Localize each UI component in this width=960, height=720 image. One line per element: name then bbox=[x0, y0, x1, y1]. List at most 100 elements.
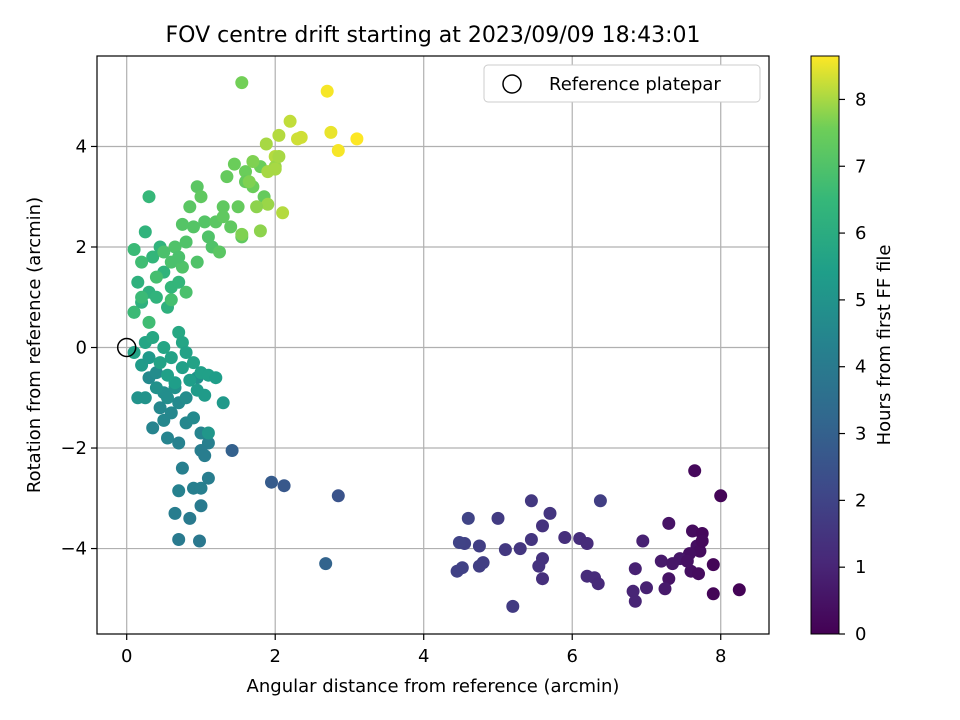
data-point bbox=[168, 506, 182, 520]
data-point bbox=[172, 325, 186, 339]
data-point bbox=[187, 220, 200, 234]
data-point bbox=[558, 531, 572, 544]
legend: Reference platepar bbox=[483, 64, 761, 103]
chart-title: FOV centre drift starting at 2023/09/09 … bbox=[166, 23, 701, 48]
y-tick-label: 4 bbox=[76, 136, 87, 157]
data-point bbox=[190, 180, 204, 194]
data-point bbox=[591, 577, 605, 591]
data-point bbox=[194, 499, 208, 513]
data-point bbox=[235, 227, 249, 241]
data-point bbox=[209, 371, 223, 385]
data-point bbox=[175, 461, 189, 475]
data-point bbox=[138, 225, 152, 239]
x-tick-label: 4 bbox=[418, 646, 429, 667]
data-point bbox=[472, 539, 486, 553]
data-point bbox=[536, 572, 549, 586]
data-point bbox=[662, 516, 676, 530]
legend-marker-icon bbox=[502, 74, 522, 94]
data-point bbox=[666, 557, 679, 571]
data-point bbox=[201, 230, 215, 244]
data-point bbox=[194, 190, 208, 204]
data-point bbox=[194, 481, 208, 495]
y-axis-ticks: −4 −2 0 2 4 bbox=[60, 136, 97, 560]
data-point bbox=[220, 170, 234, 184]
data-point bbox=[227, 157, 241, 171]
data-point bbox=[580, 537, 594, 550]
data-point bbox=[149, 381, 163, 395]
legend-entry-reference: Reference platepar bbox=[549, 74, 721, 95]
data-point bbox=[242, 175, 256, 189]
data-point bbox=[146, 421, 160, 435]
data-point bbox=[688, 464, 702, 478]
colorbar: 0 1 2 3 4 5 6 7 8 Hours from first FF file bbox=[810, 55, 895, 645]
data-point bbox=[157, 341, 171, 354]
data-point bbox=[331, 489, 345, 503]
data-point bbox=[201, 471, 215, 485]
data-point bbox=[224, 220, 238, 234]
colorbar-tick-label: 7 bbox=[855, 156, 866, 177]
data-point bbox=[168, 240, 182, 254]
data-point bbox=[524, 533, 538, 546]
y-tick-label: −2 bbox=[60, 438, 87, 459]
data-point bbox=[732, 583, 746, 597]
data-point bbox=[175, 260, 189, 274]
data-point bbox=[324, 125, 338, 139]
data-point bbox=[246, 155, 260, 168]
data-point bbox=[149, 366, 163, 380]
data-point bbox=[149, 290, 163, 304]
data-point bbox=[153, 401, 167, 415]
data-point bbox=[506, 599, 520, 613]
data-point bbox=[198, 215, 212, 229]
data-point bbox=[187, 411, 200, 425]
data-point bbox=[268, 162, 282, 176]
y-axis-label: Rotation from reference (arcmin) bbox=[24, 197, 45, 493]
data-point bbox=[172, 533, 186, 546]
legend-box bbox=[483, 64, 761, 103]
colorbar-tick-label: 3 bbox=[855, 424, 866, 445]
data-point bbox=[331, 144, 345, 157]
data-point bbox=[277, 479, 291, 493]
data-point bbox=[175, 336, 189, 349]
data-point bbox=[179, 391, 193, 405]
data-point bbox=[225, 444, 239, 457]
data-point bbox=[319, 557, 333, 571]
data-point bbox=[283, 114, 297, 128]
data-point bbox=[272, 150, 286, 163]
colorbar-tick-label: 8 bbox=[855, 89, 866, 110]
data-point bbox=[153, 356, 167, 370]
data-point bbox=[213, 245, 226, 259]
data-point bbox=[250, 200, 264, 214]
data-point bbox=[198, 449, 212, 463]
data-point bbox=[146, 250, 160, 264]
colorbar-ticks: 0 1 2 3 4 5 6 7 8 bbox=[839, 89, 866, 645]
data-point bbox=[693, 544, 707, 558]
colorbar-tick-label: 4 bbox=[855, 357, 866, 378]
data-point bbox=[276, 206, 290, 220]
data-point bbox=[164, 351, 178, 365]
plot-frame bbox=[96, 55, 770, 635]
data-point bbox=[640, 581, 653, 595]
x-tick-label: 8 bbox=[715, 646, 726, 667]
data-point bbox=[183, 200, 197, 214]
data-point bbox=[161, 431, 174, 445]
data-point bbox=[253, 224, 267, 238]
grid-lines bbox=[97, 56, 769, 634]
data-point bbox=[172, 436, 186, 450]
x-tick-label: 0 bbox=[121, 646, 132, 667]
y-tick-label: −4 bbox=[60, 539, 87, 560]
data-point bbox=[172, 484, 186, 498]
data-point bbox=[142, 351, 156, 365]
data-point bbox=[179, 285, 193, 299]
data-point bbox=[706, 587, 720, 601]
data-point bbox=[350, 132, 364, 146]
data-point bbox=[626, 584, 640, 598]
data-point bbox=[216, 210, 230, 224]
x-axis-ticks: 0 2 4 6 8 bbox=[121, 634, 726, 667]
data-point bbox=[187, 356, 200, 370]
data-point bbox=[714, 489, 728, 503]
data-point bbox=[654, 554, 668, 568]
data-point bbox=[628, 594, 642, 608]
data-point bbox=[491, 511, 505, 525]
data-point bbox=[628, 562, 642, 576]
